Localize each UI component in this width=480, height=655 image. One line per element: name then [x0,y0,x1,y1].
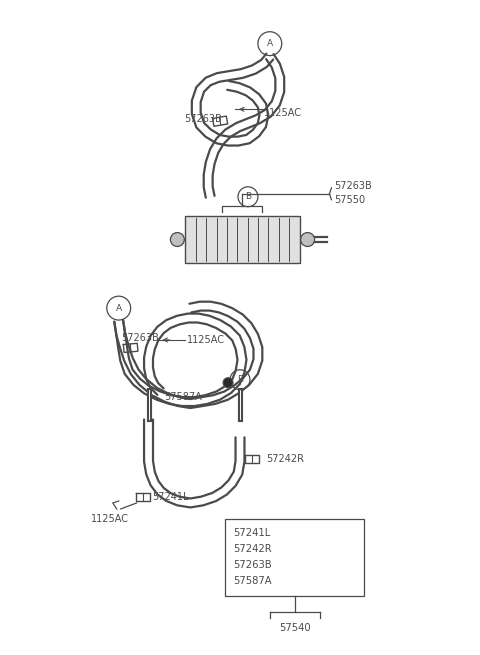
Text: 57241L: 57241L [233,528,270,538]
Text: 57587A: 57587A [165,392,202,402]
Text: A: A [267,39,273,48]
Text: 57242R: 57242R [266,454,304,464]
Text: B: B [237,375,243,384]
Text: 57242R: 57242R [233,544,272,553]
Text: 1125AC: 1125AC [187,335,225,345]
Text: 57263B: 57263B [335,181,372,191]
Circle shape [223,378,233,388]
Text: 57550: 57550 [335,195,366,205]
Text: 57587A: 57587A [233,576,272,586]
Text: 57540: 57540 [279,624,311,633]
Text: 57263B: 57263B [233,559,272,570]
FancyBboxPatch shape [185,215,300,263]
Text: B: B [245,193,251,201]
Circle shape [300,233,314,246]
Text: 1125AC: 1125AC [264,108,302,119]
Text: 1125AC: 1125AC [91,514,129,524]
Text: A: A [116,304,122,312]
Text: 57263B: 57263B [120,333,158,343]
FancyBboxPatch shape [225,519,364,597]
Circle shape [170,233,184,246]
Text: 57241L: 57241L [153,492,189,502]
Text: 57263B: 57263B [184,114,222,124]
